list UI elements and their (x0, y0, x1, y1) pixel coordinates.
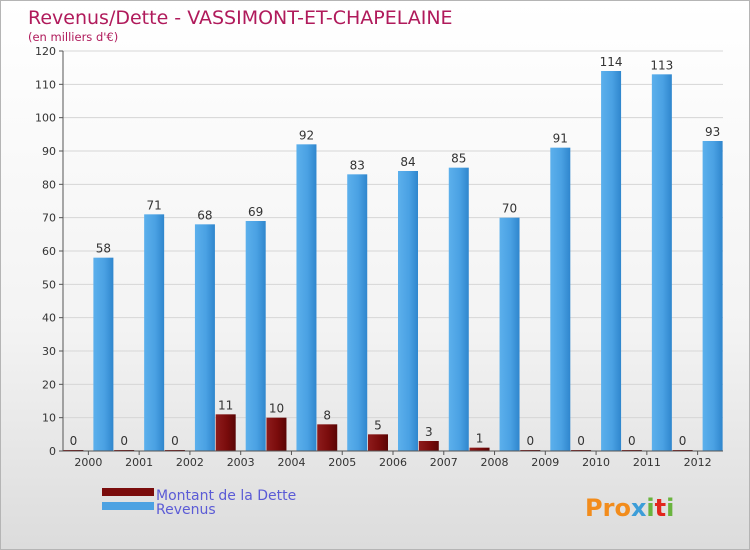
y-tick-label: 20 (42, 378, 56, 391)
x-tick-label: 2012 (684, 456, 712, 469)
y-tick-label: 100 (35, 112, 56, 125)
logo-letter: r (603, 494, 615, 522)
x-tick-label: 2010 (582, 456, 610, 469)
bar-revenue-2006 (398, 171, 418, 451)
y-tick-label: 90 (42, 145, 56, 158)
y-tick-label: 70 (42, 212, 56, 225)
value-label-debt-2001: 0 (120, 434, 128, 448)
value-label-debt-2002: 0 (171, 434, 179, 448)
chart-subtitle: (en milliers d'€) (28, 30, 118, 44)
x-tick-label: 2009 (531, 456, 559, 469)
bar-revenue-2010 (601, 71, 622, 451)
value-label-revenue-2011: 113 (650, 58, 673, 72)
bar-revenue-2000 (93, 257, 114, 451)
x-tick-label: 2011 (633, 456, 661, 469)
value-label-debt-2009: 0 (526, 434, 534, 448)
value-label-debt-2005: 8 (323, 408, 331, 422)
y-tick-label: 120 (35, 45, 56, 58)
y-tick-label: 80 (42, 178, 56, 191)
value-label-revenue-2012: 93 (705, 125, 720, 139)
value-label-revenue-2007: 85 (451, 152, 466, 166)
chart-title: Revenus/Dette - VASSIMONT-ET-CHAPELAINE (28, 7, 453, 29)
value-label-debt-2012: 0 (679, 434, 687, 448)
bar-revenue-2005 (347, 174, 368, 452)
bar-revenue-2003 (245, 221, 266, 451)
bar-revenue-2004 (296, 144, 317, 452)
value-label-revenue-2005: 83 (350, 158, 365, 172)
y-tick-label: 50 (42, 278, 56, 291)
y-tick-label: 30 (42, 345, 56, 358)
legend-swatch-revenue (102, 502, 154, 510)
legend: Montant de la Dette Revenus (102, 488, 296, 518)
logo-text: Proxiti (585, 494, 674, 522)
value-label-debt-2004: 10 (269, 402, 284, 416)
y-tick-label: 40 (42, 312, 56, 325)
bars (63, 71, 723, 452)
bar-revenue-2012 (702, 141, 723, 451)
bar-revenue-2002 (194, 224, 215, 451)
logo-letter: x (631, 494, 647, 522)
value-label-debt-2010: 0 (577, 434, 585, 448)
proxiti-logo: Proxiti (585, 494, 674, 522)
value-labels: 0 58 0 71 0 68 11 69 10 92 8 83 5 84 3 85 1 70 0 91 0 114 0 113… (70, 55, 721, 448)
x-tick-label: 2003 (227, 456, 255, 469)
x-tick-label: 2001 (125, 456, 153, 469)
logo-letter: i (646, 494, 654, 522)
y-tick-label: 0 (49, 445, 56, 458)
value-label-debt-2007: 3 (425, 425, 433, 439)
y-tick-label: 10 (42, 412, 56, 425)
value-label-revenue-2001: 71 (147, 198, 162, 212)
legend-label-debt: Montant de la Dette (156, 488, 296, 504)
value-label-debt-2008: 1 (476, 432, 484, 446)
bar-revenue-2009 (550, 147, 571, 451)
bar-debt-2005 (317, 424, 338, 451)
value-label-revenue-2000: 58 (96, 242, 111, 256)
legend-label-revenue: Revenus (156, 502, 216, 518)
x-tick-label: 2006 (379, 456, 407, 469)
value-label-revenue-2010: 114 (600, 55, 623, 69)
value-label-revenue-2006: 84 (400, 155, 415, 169)
y-axis: 0 10 20 30 40 50 60 70 80 90 100 110 120 (35, 45, 64, 458)
x-tick-label: 2000 (74, 456, 102, 469)
x-tick-label: 2008 (481, 456, 509, 469)
x-tick-label: 2005 (328, 456, 356, 469)
bar-revenue-2001 (144, 214, 165, 451)
bar-revenue-2008 (499, 217, 520, 451)
bar-debt-2007 (418, 441, 439, 451)
legend-swatch-debt (102, 488, 154, 496)
value-label-revenue-2008: 70 (502, 202, 517, 216)
logo-letter: t (655, 494, 666, 522)
value-label-debt-2003: 11 (218, 398, 233, 412)
bar-debt-2003 (215, 414, 236, 451)
x-tick-label: 2007 (430, 456, 458, 469)
x-tick-label: 2002 (176, 456, 204, 469)
y-tick-label: 60 (42, 245, 56, 258)
logo-letter: o (614, 494, 631, 522)
value-label-debt-2006: 5 (374, 418, 382, 432)
value-label-revenue-2009: 91 (553, 132, 568, 146)
bar-debt-2006 (368, 434, 388, 451)
value-label-revenue-2002: 68 (197, 208, 212, 222)
value-label-revenue-2004: 92 (299, 128, 314, 142)
value-label-revenue-2003: 69 (248, 205, 263, 219)
bar-revenue-2007 (448, 167, 469, 451)
bar-debt-2004 (266, 417, 287, 451)
value-label-debt-2000: 0 (70, 434, 78, 448)
y-tick-label: 110 (35, 78, 56, 91)
x-axis: 2000 2001 2002 2003 2004 2005 2006 2007 2008 2009… (63, 450, 723, 469)
logo-letter: i (666, 494, 674, 522)
bar-revenue-2011 (651, 74, 672, 451)
value-label-debt-2011: 0 (628, 434, 636, 448)
bar-debt-2008 (469, 447, 490, 451)
x-tick-label: 2004 (277, 456, 305, 469)
logo-letter: P (585, 494, 603, 522)
